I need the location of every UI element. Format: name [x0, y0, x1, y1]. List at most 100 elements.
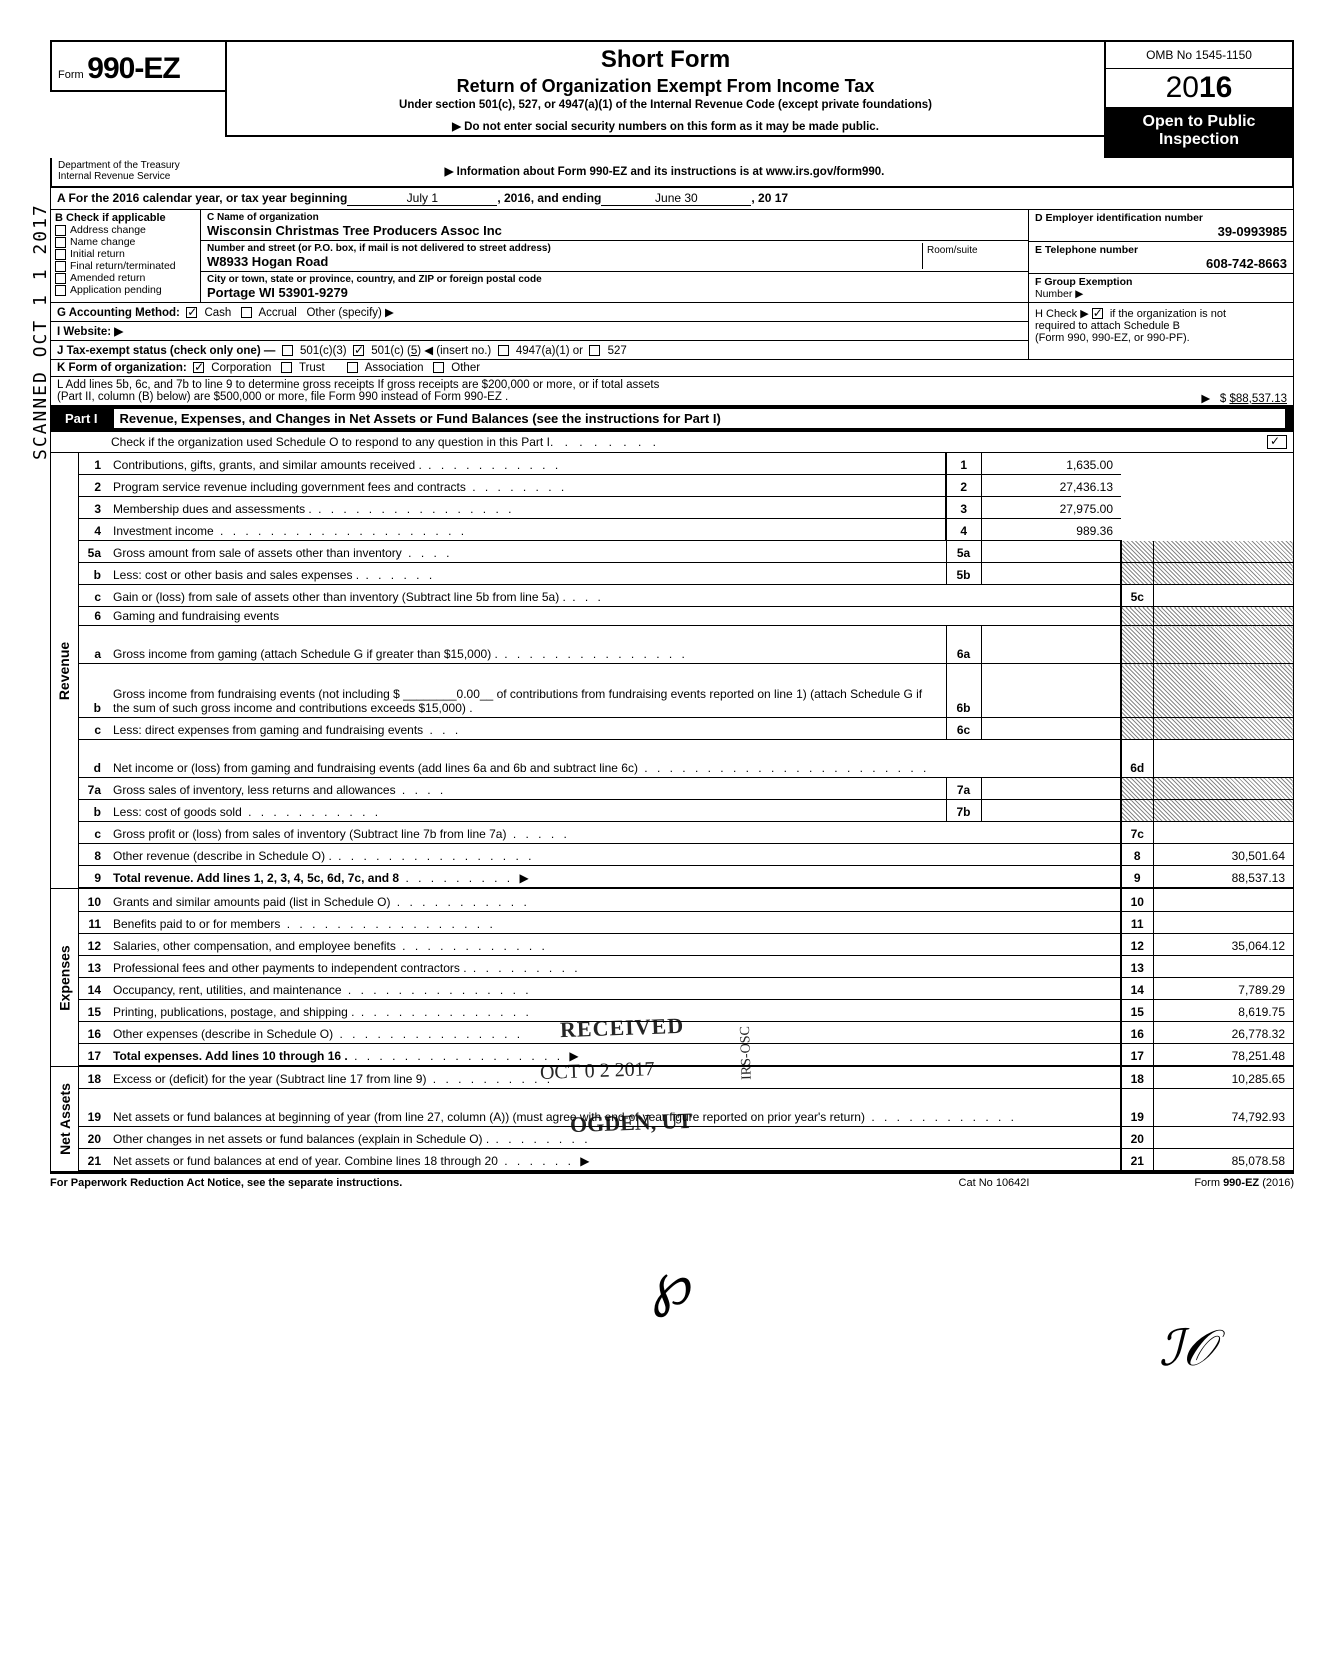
checkbox[interactable] [281, 362, 292, 373]
checkbox[interactable] [55, 249, 66, 260]
year-bold: 16 [1199, 71, 1232, 104]
C-label: C Name of organization [207, 212, 1022, 223]
dept-cell: Department of the Treasury Internal Reve… [52, 158, 227, 186]
revenue-vlabel: Revenue [51, 453, 79, 889]
expenses-vlabel: Expenses [51, 889, 79, 1066]
A-end: June 30 [601, 191, 751, 206]
G-line: G Accounting Method: Cash Accrual Other … [51, 303, 1028, 322]
L-line: L Add lines 5b, 6c, and 7b to line 9 to … [50, 377, 1294, 406]
omb-cell: OMB No 1545-1150 2016 Open to Public Ins… [1104, 40, 1294, 158]
F-row: F Group Exemption Number ▶ [1029, 274, 1293, 302]
checkbox[interactable] [498, 345, 509, 356]
form-number: 990-EZ [87, 52, 179, 85]
col-C: C Name of organization Wisconsin Christm… [201, 210, 1028, 302]
arrow-line-1: ▶ Do not enter social security numbers o… [235, 119, 1096, 133]
section-text: Under section 501(c), 527, or 4947(a)(1)… [235, 99, 1096, 111]
H-box: H Check ▶ if the organization is not req… [1028, 303, 1293, 359]
initials-mark: ℐ𝒪 [50, 1319, 1294, 1378]
C-city-row: City or town, state or province, country… [201, 272, 1028, 302]
left-GIJ: G Accounting Method: Cash Accrual Other … [51, 303, 1028, 359]
B-item: Address change [55, 224, 196, 236]
A-begin: July 1 [347, 191, 497, 206]
B-item: Initial return [55, 248, 196, 260]
checkbox[interactable] [347, 362, 358, 373]
col-DEF: D Employer identification number 39-0993… [1028, 210, 1293, 302]
irs-stamp: IRS-OSC [738, 1026, 756, 1080]
B-label: B Check if applicable [55, 212, 196, 224]
I-line: I Website: ▶ [51, 322, 1028, 341]
footer-left: For Paperwork Reduction Act Notice, see … [50, 1177, 894, 1189]
form-word: Form [58, 69, 84, 81]
B-item: Final return/terminated [55, 260, 196, 272]
footer-right: Form 990-EZ (2016) [1094, 1177, 1294, 1189]
D-row: D Employer identification number 39-0993… [1029, 210, 1293, 242]
checkbox-accrual[interactable] [241, 307, 252, 318]
L-amount: $88,537.13 [1229, 393, 1287, 405]
B-item: Name change [55, 236, 196, 248]
C-street-row: Number and street (or P.O. box, if mail … [201, 241, 1028, 272]
scanned-stamp: SCANNED OCT 1 1 2017 [30, 203, 51, 460]
received-stamp: RECEIVED [560, 1013, 685, 1043]
E-row: E Telephone number 608-742-8663 [1029, 242, 1293, 274]
room-label: Room/suite [922, 243, 1022, 269]
F-label: F Group Exemption [1035, 276, 1287, 288]
part1-tag: Part I [59, 411, 104, 426]
street: W8933 Hogan Road [207, 254, 922, 269]
J-line: J Tax-exempt status (check only one) — 5… [51, 341, 1028, 359]
ogden-stamp: OGDEN, UT [570, 1108, 693, 1138]
expenses-lines: 10Grants and similar amounts paid (list … [79, 889, 1293, 1066]
B-item: Application pending [55, 284, 196, 296]
checkbox[interactable] [55, 225, 66, 236]
checkbox[interactable] [55, 285, 66, 296]
checkbox[interactable] [282, 345, 293, 356]
street-label: Number and street (or P.O. box, if mail … [207, 243, 922, 254]
header-grid: B Check if applicable Address change Nam… [50, 210, 1294, 303]
form-id: Form 990-EZ [50, 40, 225, 92]
dept-row: Department of the Treasury Internal Reve… [50, 158, 1294, 188]
checkbox-cash[interactable] [186, 307, 197, 318]
part1-check: Check if the organization used Schedule … [50, 432, 1294, 453]
row-GHIJ: G Accounting Method: Cash Accrual Other … [50, 303, 1294, 360]
E-label: E Telephone number [1035, 244, 1287, 256]
phone: 608-742-8663 [1035, 256, 1287, 271]
A-yr: , 20 17 [751, 191, 788, 206]
tax-year: 2016 [1106, 69, 1292, 107]
open-to-public: Open to Public Inspection [1106, 107, 1292, 156]
short-form-title: Short Form [235, 46, 1096, 74]
org-name: Wisconsin Christmas Tree Producers Assoc… [207, 223, 1022, 238]
checkbox-partI[interactable] [1267, 435, 1287, 449]
omb-number: OMB No 1545-1150 [1106, 42, 1292, 69]
netassets-vlabel: Net Assets [51, 1067, 79, 1172]
ein: 39-0993985 [1035, 224, 1287, 239]
dept-1: Department of the Treasury [58, 160, 221, 171]
footer-mid: Cat No 10642I [894, 1177, 1094, 1189]
A-mid: , 2016, and ending [497, 191, 601, 206]
checkbox[interactable] [55, 273, 66, 284]
signature-mark: ℘ [50, 1249, 1294, 1319]
city-label: City or town, state or province, country… [207, 274, 1022, 285]
dept-2: Internal Revenue Service [58, 171, 221, 182]
checkbox[interactable] [55, 237, 66, 248]
checkbox[interactable] [433, 362, 444, 373]
checkbox[interactable] [353, 345, 364, 356]
checkbox[interactable] [589, 345, 600, 356]
year-plain: 20 [1166, 71, 1199, 104]
form-header: Form 990-EZ Short Form Return of Organiz… [50, 40, 1294, 158]
part1-title: Revenue, Expenses, and Changes in Net As… [114, 409, 1285, 428]
B-item: Amended return [55, 272, 196, 284]
part1-header: Part I Revenue, Expenses, and Changes in… [50, 406, 1294, 432]
date-stamp: OCT 0 2 2017 [540, 1058, 655, 1085]
C-name-row: C Name of organization Wisconsin Christm… [201, 210, 1028, 241]
K-line: K Form of organization: Corporation Trus… [50, 360, 1294, 377]
checkbox[interactable] [193, 362, 204, 373]
subtitle: Return of Organization Exempt From Incom… [235, 76, 1096, 97]
A-prefix: A For the 2016 calendar year, or tax yea… [57, 191, 347, 206]
checkbox-H[interactable] [1092, 308, 1103, 319]
title-cell: Short Form Return of Organization Exempt… [225, 40, 1104, 137]
checkbox[interactable] [55, 261, 66, 272]
info-line: ▶ Information about Form 990-EZ and its … [227, 158, 1102, 186]
city: Portage WI 53901-9279 [207, 285, 1022, 300]
page-footer: For Paperwork Reduction Act Notice, see … [50, 1172, 1294, 1189]
col-B: B Check if applicable Address change Nam… [51, 210, 201, 302]
revenue-lines: 1Contributions, gifts, grants, and simil… [79, 453, 1293, 889]
